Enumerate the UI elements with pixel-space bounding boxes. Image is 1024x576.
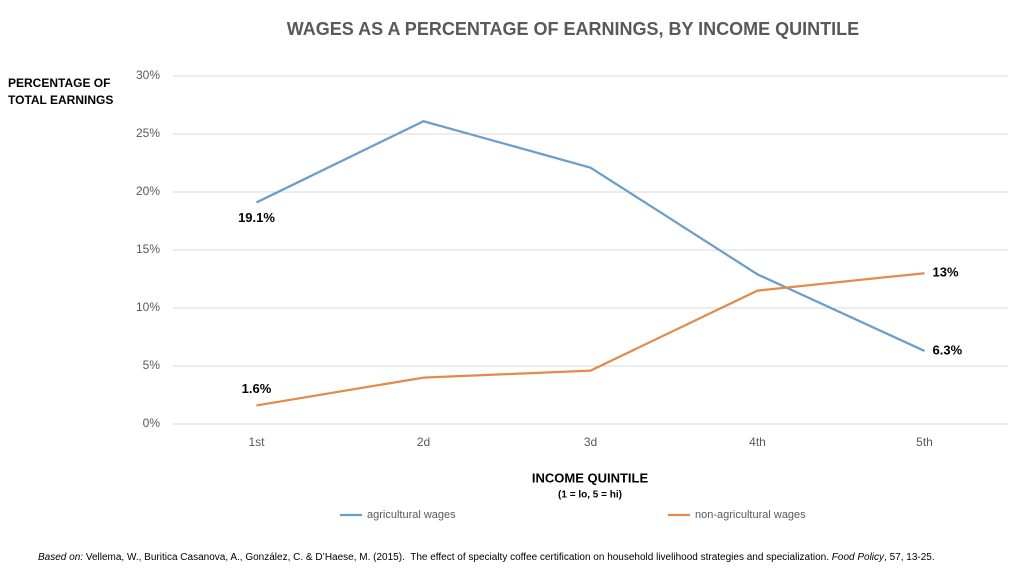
chart-title: WAGES AS A PERCENTAGE OF EARNINGS, BY IN… [287, 19, 859, 39]
source-note: Based on: Vellema, W., Buritica Casanova… [38, 552, 935, 563]
x-tick-label: 3d [584, 435, 597, 449]
data-line [256, 120, 925, 352]
y-tick-label: 10% [136, 300, 160, 314]
y-tick-label: 15% [136, 242, 160, 256]
data-line [256, 272, 925, 407]
source-text: Vellema, W., Buritica Casanova, A., Gonz… [83, 552, 832, 563]
source-prefix: Based on: [38, 552, 83, 563]
y-axis-label: PERCENTAGE OF [8, 76, 110, 90]
x-axis-sublabel: (1 = lo, 5 = hi) [558, 490, 622, 501]
y-tick-label: 30% [136, 68, 160, 82]
value-label: 13% [933, 265, 959, 280]
legend-label: agricultural wages [367, 509, 456, 521]
legend-label: non-agricultural wages [695, 509, 806, 521]
x-tick-label: 5th [916, 435, 933, 449]
y-axis-label: TOTAL EARNINGS [8, 93, 113, 107]
value-label: 1.6% [242, 381, 272, 396]
source-suffix: , 57, 13-25. [884, 552, 935, 563]
x-tick-label: 2d [417, 435, 430, 449]
x-tick-label: 4th [749, 435, 766, 449]
x-tick-label: 1st [248, 435, 265, 449]
x-axis-label: INCOME QUINTILE [532, 470, 649, 485]
value-label: 19.1% [238, 210, 275, 225]
source-journal: Food Policy [832, 552, 885, 563]
y-tick-label: 25% [136, 126, 160, 140]
y-tick-label: 0% [143, 416, 161, 430]
value-label: 6.3% [933, 342, 963, 357]
y-tick-label: 5% [143, 358, 161, 372]
y-tick-label: 20% [136, 184, 160, 198]
